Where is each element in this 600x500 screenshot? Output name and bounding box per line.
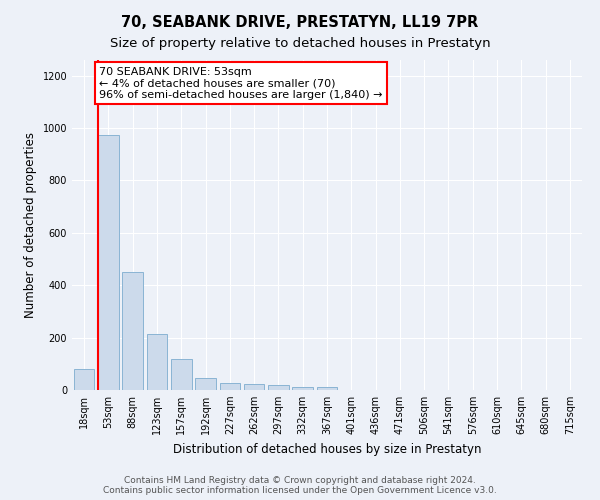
Text: 70, SEABANK DRIVE, PRESTATYN, LL19 7PR: 70, SEABANK DRIVE, PRESTATYN, LL19 7PR bbox=[121, 15, 479, 30]
Bar bbox=[244, 384, 265, 390]
Text: 70 SEABANK DRIVE: 53sqm
← 4% of detached houses are smaller (70)
96% of semi-det: 70 SEABANK DRIVE: 53sqm ← 4% of detached… bbox=[100, 66, 383, 100]
Y-axis label: Number of detached properties: Number of detached properties bbox=[24, 132, 37, 318]
Bar bbox=[122, 272, 143, 390]
Bar bbox=[195, 378, 216, 390]
Text: Size of property relative to detached houses in Prestatyn: Size of property relative to detached ho… bbox=[110, 38, 490, 51]
Bar bbox=[146, 334, 167, 390]
Bar bbox=[292, 387, 313, 390]
Bar bbox=[317, 388, 337, 390]
Text: Contains HM Land Registry data © Crown copyright and database right 2024.
Contai: Contains HM Land Registry data © Crown c… bbox=[103, 476, 497, 495]
Bar bbox=[98, 134, 119, 390]
Bar bbox=[268, 385, 289, 390]
Bar bbox=[171, 358, 191, 390]
Bar bbox=[74, 369, 94, 390]
X-axis label: Distribution of detached houses by size in Prestatyn: Distribution of detached houses by size … bbox=[173, 442, 481, 456]
Bar bbox=[220, 384, 240, 390]
